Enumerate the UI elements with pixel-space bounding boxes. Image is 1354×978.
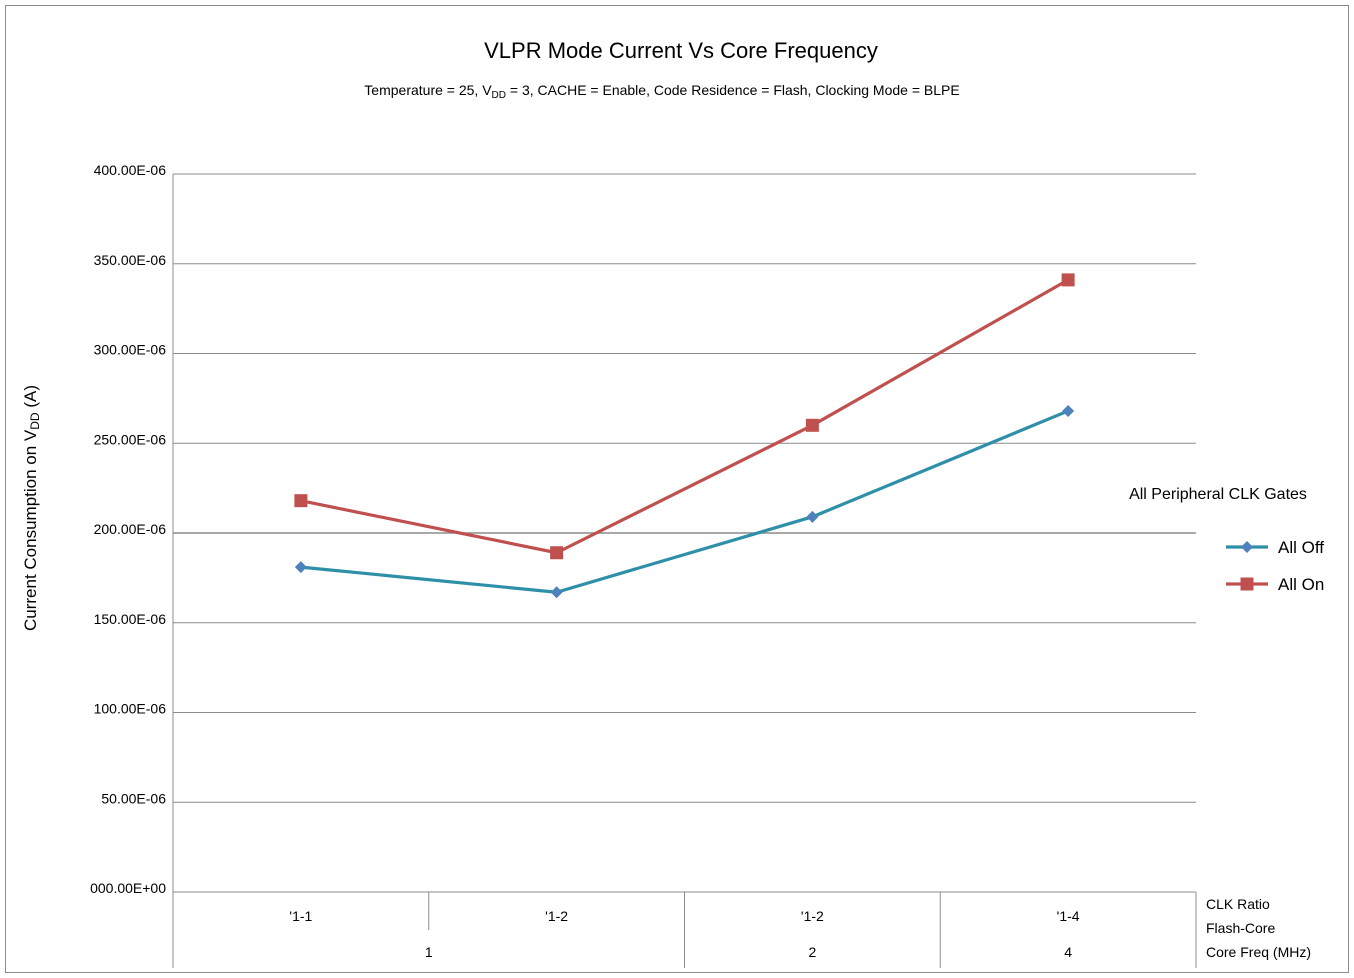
axis-level-label-flash-core: Flash-Core — [1206, 920, 1275, 936]
ylabel-subscript: DD — [28, 412, 42, 430]
series-all-off — [294, 404, 1075, 599]
x-tick-label: '1-2 — [801, 908, 824, 924]
legend-label: All Off — [1278, 538, 1324, 557]
series-layer — [294, 273, 1075, 599]
data-point — [805, 418, 819, 432]
axis-level-label-core-freq: Core Freq (MHz) — [1206, 944, 1311, 960]
y-axis-ticks: 400.00E-06 350.00E-06 300.00E-06 250.00E-06… — [90, 162, 166, 896]
y-tick-label: 250.00E-06 — [94, 431, 167, 447]
x-tick-label: '1-2 — [545, 908, 568, 924]
legend-items: All Off All On — [1226, 538, 1324, 594]
y-axis-label: Current Consumption on VDD (A) — [21, 385, 42, 631]
legend-item: All Off — [1226, 538, 1324, 557]
x-tick-label: '1-1 — [289, 908, 312, 924]
axis-level-labels: CLK Ratio Flash-Core Core Freq (MHz) — [1206, 896, 1311, 960]
series-all-on — [294, 273, 1075, 560]
legend-title: All Peripheral CLK Gates — [1129, 486, 1307, 503]
gridlines — [172, 173, 1196, 893]
y-tick-label: 350.00E-06 — [94, 252, 167, 268]
y-tick-label: 300.00E-06 — [94, 342, 167, 358]
legend-label: All On — [1278, 575, 1324, 594]
y-tick-label: 400.00E-06 — [94, 162, 167, 178]
chart-frame — [5, 5, 1349, 973]
series-line — [300, 409, 1069, 594]
x-group-label: 2 — [808, 944, 816, 960]
legend-swatch-marker — [1240, 577, 1254, 591]
x-group-label: 1 — [425, 944, 433, 960]
data-point — [294, 494, 308, 508]
subtitle-subscript: DD — [492, 90, 506, 101]
y-tick-label: 000.00E+00 — [90, 880, 166, 896]
y-tick-label: 50.00E-06 — [101, 790, 166, 806]
data-point — [1061, 273, 1075, 287]
x-group-label: 4 — [1064, 944, 1072, 960]
data-point — [1062, 404, 1075, 417]
x-tick-label: '1-4 — [1057, 908, 1080, 924]
chart-subtitle: Temperature = 25, VDD = 3, CACHE = Enabl… — [364, 82, 959, 101]
y-tick-label: 100.00E-06 — [94, 701, 167, 717]
data-point — [550, 586, 563, 599]
data-point — [550, 546, 564, 560]
y-tick-label: 150.00E-06 — [94, 611, 167, 627]
x-axis: '1-1 '1-2 '1-2 '1-4 1 2 4 — [172, 892, 1197, 968]
series-line — [300, 278, 1069, 555]
y-tick-label: 200.00E-06 — [94, 521, 167, 537]
axis-level-label-clk-ratio: CLK Ratio — [1206, 896, 1270, 912]
legend-item: All On — [1226, 575, 1324, 594]
data-point — [294, 561, 307, 574]
data-point — [806, 510, 819, 523]
legend: All Peripheral CLK Gates All Off All On — [1129, 486, 1324, 594]
legend-swatch-marker — [1241, 541, 1253, 553]
chart-title: VLPR Mode Current Vs Core Frequency — [484, 38, 878, 63]
